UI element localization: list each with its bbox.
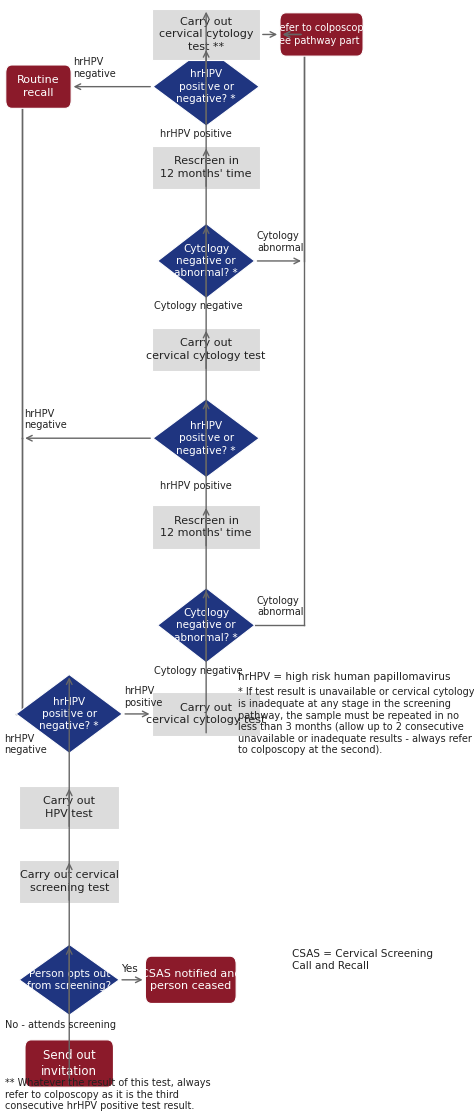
FancyBboxPatch shape	[280, 12, 363, 56]
Text: Carry out
cervical cytology test: Carry out cervical cytology test	[146, 703, 266, 725]
Text: Person opts out
from screening?: Person opts out from screening?	[27, 969, 111, 991]
Bar	[152, 9, 260, 60]
Bar	[19, 859, 119, 903]
Text: Yes: Yes	[121, 964, 137, 974]
FancyBboxPatch shape	[25, 1040, 113, 1087]
Bar	[152, 146, 260, 189]
Polygon shape	[158, 588, 255, 663]
Text: CSAS notified and
person ceased: CSAS notified and person ceased	[140, 969, 241, 991]
Polygon shape	[16, 674, 122, 753]
Text: CSAS = Cervical Screening
Call and Recall: CSAS = Cervical Screening Call and Recal…	[292, 950, 433, 971]
Bar	[152, 328, 260, 372]
Text: hrHPV
positive or
negative? *: hrHPV positive or negative? *	[39, 696, 99, 731]
Text: Cytology
negative or
abnormal? *: Cytology negative or abnormal? *	[174, 243, 238, 278]
Text: hrHPV
negative: hrHPV negative	[5, 733, 47, 756]
Text: hrHPV
positive or
negative? *: hrHPV positive or negative? *	[176, 421, 236, 455]
Text: Rescreen in
12 months' time: Rescreen in 12 months' time	[160, 156, 252, 179]
Text: No - attends screening: No - attends screening	[5, 1020, 116, 1030]
Bar	[19, 786, 119, 829]
Text: Cytology negative: Cytology negative	[154, 301, 243, 311]
Text: hrHPV
negative: hrHPV negative	[73, 57, 116, 79]
Text: Carry out
HPV test: Carry out HPV test	[43, 797, 95, 819]
Text: ** Whatever the result of this test, always
refer to colposcopy as it is the thi: ** Whatever the result of this test, alw…	[5, 1078, 210, 1112]
Text: hrHPV
negative: hrHPV negative	[25, 408, 67, 431]
Text: Routine
recall: Routine recall	[17, 76, 60, 98]
Polygon shape	[19, 944, 119, 1016]
Bar	[152, 506, 260, 548]
Text: Cytology
negative or
abnormal? *: Cytology negative or abnormal? *	[174, 608, 238, 643]
Bar	[152, 692, 260, 735]
Text: Cytology negative: Cytology negative	[154, 665, 243, 675]
Text: hrHPV
positive: hrHPV positive	[124, 686, 162, 708]
Polygon shape	[153, 398, 259, 478]
Text: Carry out cervical
screening test: Carry out cervical screening test	[20, 870, 118, 893]
Text: Rescreen in
12 months' time: Rescreen in 12 months' time	[160, 516, 252, 538]
Text: * If test result is unavailable or cervical cytology
is inadequate at any stage : * If test result is unavailable or cervi…	[238, 687, 474, 756]
FancyBboxPatch shape	[146, 956, 236, 1003]
Text: Refer to colposcopy
(see pathway part 2): Refer to colposcopy (see pathway part 2)	[270, 23, 373, 46]
Text: Cytology
abnormal: Cytology abnormal	[257, 596, 303, 617]
Text: hrHPV positive: hrHPV positive	[160, 129, 232, 140]
Polygon shape	[153, 47, 259, 126]
Text: Carry out
cervical cytology test: Carry out cervical cytology test	[146, 338, 266, 360]
Text: Send out
invitation: Send out invitation	[41, 1049, 97, 1078]
Text: hrHPV
positive or
negative? *: hrHPV positive or negative? *	[176, 69, 236, 104]
Polygon shape	[158, 223, 255, 298]
Text: Carry out
cervical cytology
test **: Carry out cervical cytology test **	[159, 17, 254, 51]
Text: hrHPV = high risk human papillomavirus: hrHPV = high risk human papillomavirus	[238, 672, 451, 682]
FancyBboxPatch shape	[6, 65, 71, 108]
Text: hrHPV positive: hrHPV positive	[160, 481, 232, 491]
Text: Cytology
abnormal: Cytology abnormal	[257, 231, 303, 253]
